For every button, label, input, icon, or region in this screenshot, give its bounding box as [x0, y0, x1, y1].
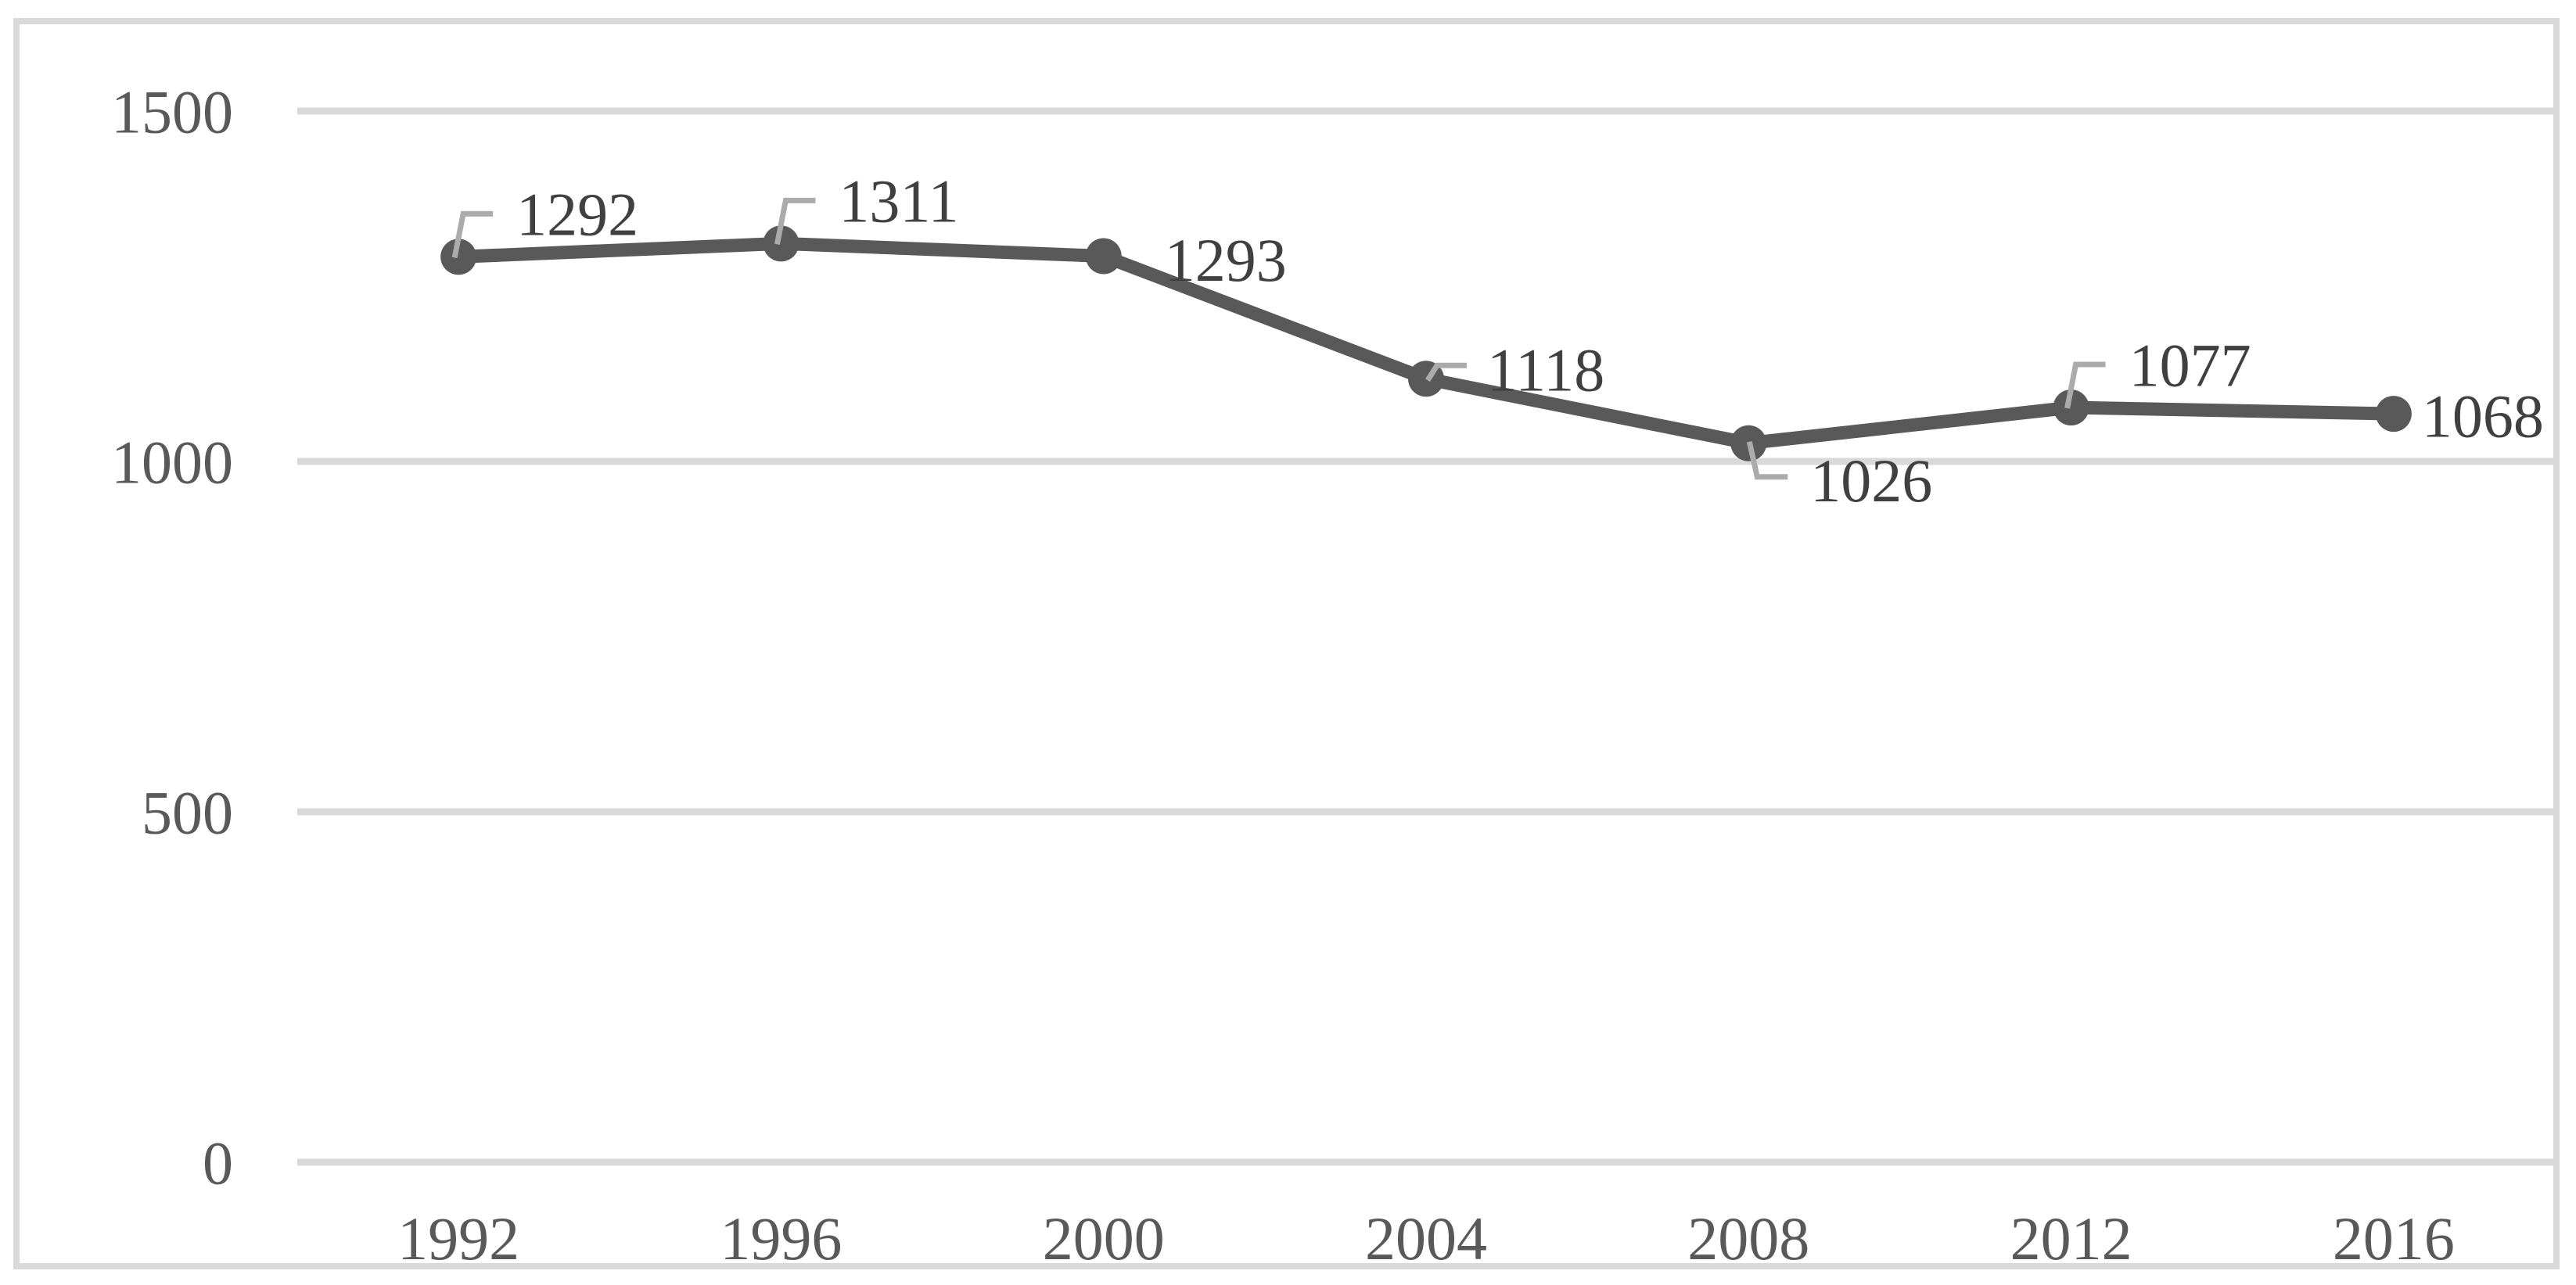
data-label-leader-line: [774, 197, 816, 246]
data-label-leader-line: [2064, 361, 2106, 409]
data-point-label: 1292: [516, 181, 638, 249]
data-point-marker: [1085, 238, 1122, 275]
data-label-leader-line: [451, 210, 494, 259]
y-axis-tick-label: 1000: [111, 428, 233, 496]
y-axis-tick-label: 0: [203, 1129, 233, 1197]
data-point-label: 1077: [2129, 331, 2251, 399]
x-axis-tick-label: 2012: [2010, 1204, 2132, 1272]
data-label-leader-line: [1425, 362, 1467, 382]
data-point-marker: [2053, 389, 2089, 426]
data-point-label: 1293: [1165, 226, 1287, 294]
y-axis-tick-label: 500: [142, 778, 233, 846]
chart-border: [13, 18, 2560, 1269]
x-axis-tick-label: 1992: [397, 1204, 519, 1272]
data-label-leader-line: [1746, 440, 1788, 480]
data-point-label: 1311: [839, 167, 958, 235]
y-axis-tick-label: 1500: [111, 77, 233, 145]
x-axis-tick-label: 2008: [1687, 1204, 1809, 1272]
data-point-label: 1118: [1487, 336, 1604, 404]
x-axis-tick-label: 2000: [1043, 1204, 1165, 1272]
data-point-label: 1068: [2422, 382, 2544, 450]
data-point-marker: [440, 239, 477, 275]
data-point-marker: [763, 225, 799, 262]
data-point-marker: [2375, 396, 2412, 433]
series-line: [458, 236, 2395, 450]
x-axis-tick-label: 2016: [2333, 1204, 2455, 1272]
data-point-label: 1026: [1810, 447, 1932, 515]
x-axis-tick-label: 1996: [720, 1204, 842, 1272]
x-axis-tick-label: 2004: [1365, 1204, 1487, 1272]
